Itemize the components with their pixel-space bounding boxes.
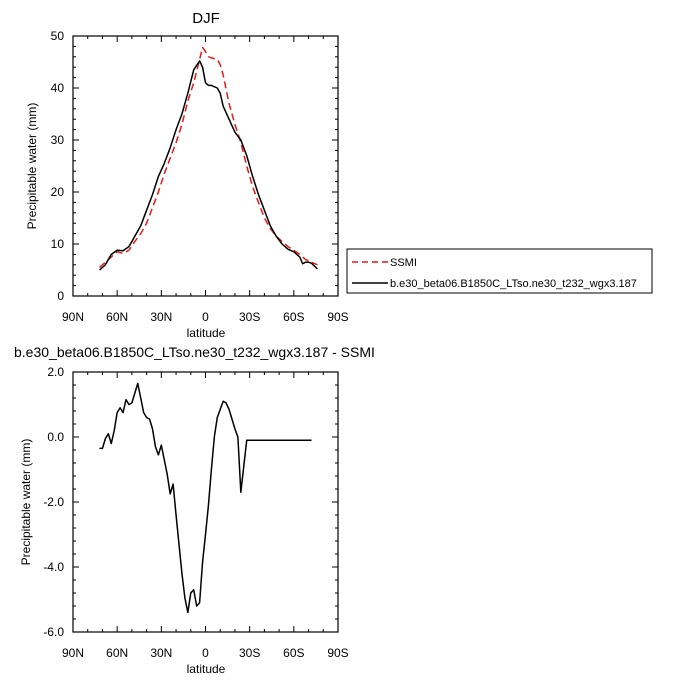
x-tick-label: 60S	[283, 310, 304, 324]
chart-bottom-xlabel: latitude	[187, 662, 226, 676]
series-line-0	[99, 382, 312, 614]
chart-top-legend: SSMI b.e30_beta06.B1850C_LTso.ne30_t232_…	[346, 248, 653, 294]
legend-box	[346, 248, 653, 294]
x-tick-label: 60S	[283, 646, 304, 660]
series-line-0	[99, 46, 318, 268]
legend-model-label: b.e30_beta06.B1850C_LTso.ne30_t232_wgx3.…	[390, 278, 637, 290]
y-tick-label: 0.0	[47, 430, 64, 444]
series-line-1	[99, 60, 318, 271]
y-tick-label: 0	[57, 289, 64, 303]
chart-top-ticks: 90N 60N 30N 0 30S 60S 90S 0 10 20 30 40 50	[51, 29, 349, 324]
x-tick-label: 90N	[62, 310, 84, 324]
y-tick-label: 10	[51, 237, 65, 251]
x-tick-label: 90S	[327, 310, 348, 324]
x-tick-label: 30N	[150, 310, 172, 324]
chart-bottom-title: b.e30_beta06.B1850C_LTso.ne30_t232_wgx3.…	[14, 344, 375, 360]
chart-top: DJF 90N 60N 30N 0 30S 60S 90S 0 10 20 30 40 50 latit…	[25, 10, 653, 340]
y-tick-label: 40	[51, 81, 65, 95]
y-tick-label: 50	[51, 29, 65, 43]
chart-bottom-plot-frame	[72, 371, 339, 633]
chart-top-plot-frame	[72, 35, 339, 297]
chart-top-ylabel: Precipitable water (mm)	[25, 103, 39, 230]
y-tick-label: 30	[51, 133, 65, 147]
x-tick-label: 60N	[106, 646, 128, 660]
x-tick-label: 90S	[327, 646, 348, 660]
legend-ssmi-label: SSMI	[390, 257, 417, 269]
chart-bottom-ticks: 90N 60N 30N 0 30S 60S 90S -6.0 -4.0 -2.0 0.0 2.0	[43, 365, 348, 660]
chart-bottom-ylabel: Precipitable water (mm)	[19, 439, 33, 566]
x-tick-label: 0	[202, 310, 209, 324]
x-tick-label: 90N	[62, 646, 84, 660]
y-tick-label: -2.0	[43, 495, 64, 509]
x-tick-label: 60N	[106, 310, 128, 324]
y-tick-label: 20	[51, 185, 65, 199]
chart-bottom-series	[99, 382, 312, 614]
x-tick-label: 30S	[239, 646, 260, 660]
y-tick-label: -4.0	[43, 560, 64, 574]
y-tick-label: 2.0	[47, 365, 64, 379]
chart-top-xlabel: latitude	[187, 326, 226, 340]
chart-top-series	[99, 46, 318, 271]
x-tick-label: 0	[202, 646, 209, 660]
x-tick-label: 30N	[150, 646, 172, 660]
chart-bottom: b.e30_beta06.B1850C_LTso.ne30_t232_wgx3.…	[14, 344, 375, 676]
x-tick-label: 30S	[239, 310, 260, 324]
y-tick-label: -6.0	[43, 625, 64, 639]
chart-top-title: DJF	[192, 10, 220, 27]
